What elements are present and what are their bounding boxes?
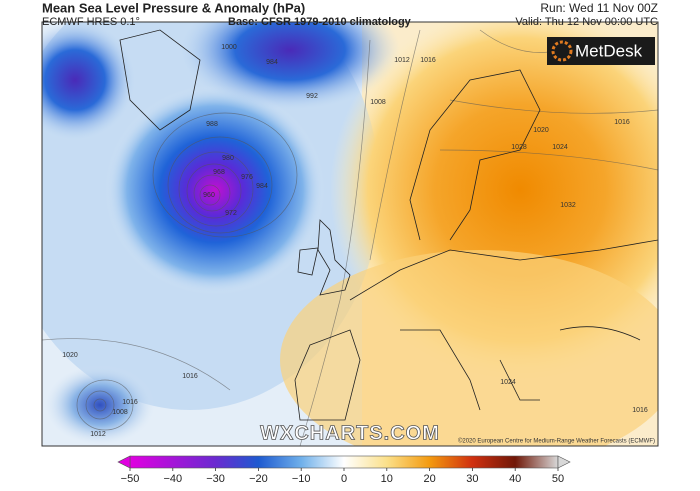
run-time: Run: Wed 11 Nov 00Z bbox=[540, 1, 658, 15]
climatology: Base: CFSR 1979-2010 climatology bbox=[228, 16, 412, 28]
colorbar-scale bbox=[129, 455, 559, 469]
colorbar-tick-label: 20 bbox=[423, 473, 435, 485]
isobars bbox=[42, 29, 658, 446]
contour-label: 1000 bbox=[221, 44, 237, 51]
anomaly-south bbox=[280, 250, 658, 446]
colorbar: −50 −40 −30 −20 −10 0 10 20 30 40 50 bbox=[117, 455, 571, 485]
model: ECMWF HRES 0.1° bbox=[42, 16, 140, 28]
contour-label: 1008 bbox=[112, 409, 128, 416]
colorbar-tick-label: −30 bbox=[206, 473, 225, 485]
colorbar-tick-label: −40 bbox=[163, 473, 182, 485]
anomaly-low-north bbox=[180, 22, 400, 110]
credit: ©2020 European Centre for Medium-Range W… bbox=[458, 438, 655, 445]
contour-label: 1028 bbox=[511, 144, 527, 151]
coastlines bbox=[119, 29, 658, 421]
contour-label: 1012 bbox=[90, 431, 106, 438]
colorbar-tick-label: 30 bbox=[466, 473, 478, 485]
contour-label: 1012 bbox=[394, 57, 410, 64]
logo-box: MetDesk bbox=[547, 37, 655, 65]
contour-label: 1016 bbox=[182, 373, 198, 380]
contour-label: 980 bbox=[222, 155, 234, 162]
contour-label: 984 bbox=[266, 59, 278, 66]
colorbar-arrow-high bbox=[557, 455, 571, 469]
valid-time: Valid: Thu 12 Nov 00:00 UTC bbox=[515, 16, 658, 28]
colorbar-tick-label: −10 bbox=[292, 473, 311, 485]
contour-label: 1016 bbox=[122, 399, 138, 406]
contour-label: 1024 bbox=[500, 379, 516, 386]
contour-label: 1020 bbox=[62, 352, 78, 359]
anomaly-small-low bbox=[45, 365, 155, 445]
colorbar-tick-label: −50 bbox=[121, 473, 140, 485]
contour-label: 988 bbox=[206, 121, 218, 128]
anomaly-low bbox=[105, 85, 325, 295]
contour-label: 1024 bbox=[552, 144, 568, 151]
colorbar-tick-label: 0 bbox=[341, 473, 347, 485]
map-frame bbox=[41, 21, 659, 447]
contour-label: 976 bbox=[241, 174, 253, 181]
colorbar-arrow-low bbox=[117, 455, 131, 469]
colorbar-tick-label: 10 bbox=[381, 473, 393, 485]
contour-label: 1016 bbox=[420, 57, 436, 64]
contour-label: 1016 bbox=[632, 407, 648, 414]
contour-label: 960 bbox=[203, 192, 215, 199]
contour-label: 968 bbox=[213, 169, 225, 176]
contour-label: 1008 bbox=[370, 99, 386, 106]
colorbar-tick-label: −20 bbox=[249, 473, 268, 485]
logo-icon bbox=[551, 40, 573, 62]
contour-label: 1020 bbox=[533, 127, 549, 134]
contour-label: 1016 bbox=[614, 119, 630, 126]
contour-label: 972 bbox=[225, 210, 237, 217]
contour-label: 1032 bbox=[560, 202, 576, 209]
watermark: WXCHARTS.COM bbox=[260, 422, 440, 444]
colorbar-tick-label: 40 bbox=[509, 473, 521, 485]
anomaly-low-west bbox=[42, 22, 135, 140]
colorbar-tick-label: 50 bbox=[552, 473, 564, 485]
contour-label: 984 bbox=[256, 183, 268, 190]
title: Mean Sea Level Pressure & Anomaly (hPa) bbox=[42, 0, 305, 15]
contour-label: 992 bbox=[306, 93, 318, 100]
logo-text: MetDesk bbox=[575, 41, 643, 60]
